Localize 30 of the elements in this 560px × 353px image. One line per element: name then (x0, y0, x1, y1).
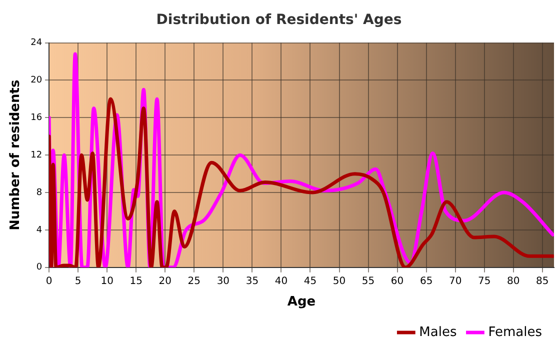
y-tick-label: 4 (36, 225, 42, 236)
x-tick-label: 45 (304, 276, 317, 287)
y-axis-title: Number of residents (8, 80, 24, 230)
x-tick-label: 75 (478, 276, 491, 287)
x-tick-label: 35 (246, 276, 259, 287)
x-tick-label: 55 (362, 276, 375, 287)
x-tick-label: 25 (188, 276, 201, 287)
x-tick-label: 80 (507, 276, 520, 287)
x-tick-label: 50 (332, 276, 346, 287)
x-tick-label: 65 (420, 276, 433, 287)
x-tick-label: 85 (536, 276, 549, 287)
y-tick-label: 16 (30, 113, 42, 124)
x-tick-label: 70 (448, 276, 462, 287)
y-tick-label: 20 (30, 76, 42, 86)
x-tick-label: 60 (390, 276, 404, 287)
x-tick-label: 0 (46, 276, 52, 287)
x-tick-label: 15 (130, 276, 142, 287)
legend-label: Females (488, 324, 542, 340)
x-axis-title: Age (287, 294, 316, 310)
x-tick-label: 10 (100, 276, 114, 287)
x-tick-label: 20 (158, 276, 172, 287)
y-tick-label: 24 (30, 38, 42, 48)
y-tick-label: 0 (36, 262, 42, 273)
x-tick-label: 40 (274, 276, 288, 287)
chart-title: Distribution of Residents' Ages (156, 12, 402, 28)
x-tick-label: 5 (74, 276, 82, 287)
y-tick-label: 12 (30, 150, 42, 160)
legend-label: Males (419, 324, 457, 340)
x-tick-label: 30 (216, 276, 230, 287)
y-tick-label: 8 (36, 188, 42, 198)
